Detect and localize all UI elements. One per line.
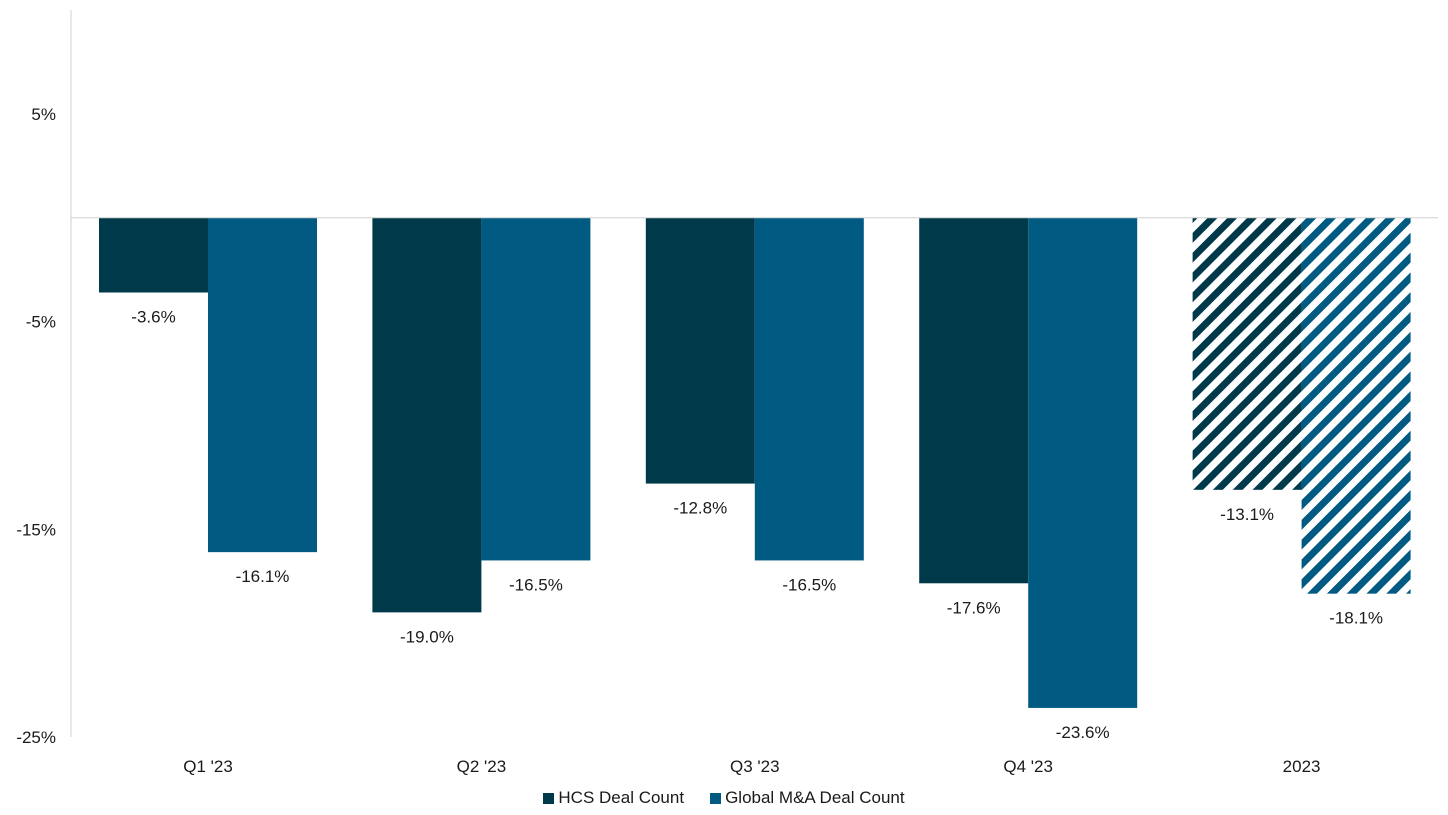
x-category-label: Q2 '23 bbox=[457, 757, 507, 776]
bar-hcs-deal-count-q2-23 bbox=[372, 217, 482, 613]
legend-item-hcs-deal-count: HCS Deal Count bbox=[543, 788, 684, 808]
bar-global-m-a-deal-count-2023 bbox=[1301, 217, 1411, 594]
bar-hcs-deal-count-q1-23 bbox=[99, 217, 208, 293]
data-label: -18.1% bbox=[1329, 609, 1383, 628]
data-label: -3.6% bbox=[131, 307, 175, 326]
legend-label-hcs-deal-count: HCS Deal Count bbox=[558, 788, 685, 807]
bar-hcs-deal-count-q4-23 bbox=[919, 217, 1029, 584]
data-label: -16.5% bbox=[782, 575, 836, 594]
bar-global-m-a-deal-count-q1-23 bbox=[208, 217, 317, 553]
chart-legend: HCS Deal Count Global M&A Deal Count bbox=[0, 788, 1448, 808]
bar-global-m-a-deal-count-q2-23 bbox=[481, 217, 591, 561]
data-label: -16.1% bbox=[236, 567, 290, 586]
legend-swatch-global-ma-deal-count bbox=[710, 792, 722, 804]
data-label: -12.8% bbox=[673, 499, 727, 518]
bar-global-m-a-deal-count-q3-23 bbox=[754, 217, 864, 561]
data-label: -16.5% bbox=[509, 575, 563, 594]
y-tick-label: -25% bbox=[16, 728, 56, 747]
legend-label-global-ma-deal-count: Global M&A Deal Count bbox=[725, 788, 905, 807]
data-label: -23.6% bbox=[1056, 723, 1110, 742]
y-tick-label: -15% bbox=[16, 520, 56, 539]
x-category-label: Q3 '23 bbox=[730, 757, 780, 776]
x-category-label: Q4 '23 bbox=[1003, 757, 1053, 776]
x-category-label: 2023 bbox=[1283, 757, 1321, 776]
legend-item-global-ma-deal-count: Global M&A Deal Count bbox=[710, 788, 905, 808]
x-category-label: Q1 '23 bbox=[183, 757, 233, 776]
bar-hcs-deal-count-q3-23 bbox=[645, 217, 755, 484]
y-tick-label: -5% bbox=[26, 313, 56, 332]
data-label: -17.6% bbox=[947, 598, 1001, 617]
data-label: -19.0% bbox=[400, 627, 454, 646]
bar-hcs-deal-count-2023 bbox=[1192, 217, 1302, 490]
legend-swatch-hcs-deal-count bbox=[543, 792, 555, 804]
bar-global-m-a-deal-count-q4-23 bbox=[1028, 217, 1138, 708]
data-label: -13.1% bbox=[1220, 505, 1274, 524]
y-tick-label: 5% bbox=[31, 105, 56, 124]
